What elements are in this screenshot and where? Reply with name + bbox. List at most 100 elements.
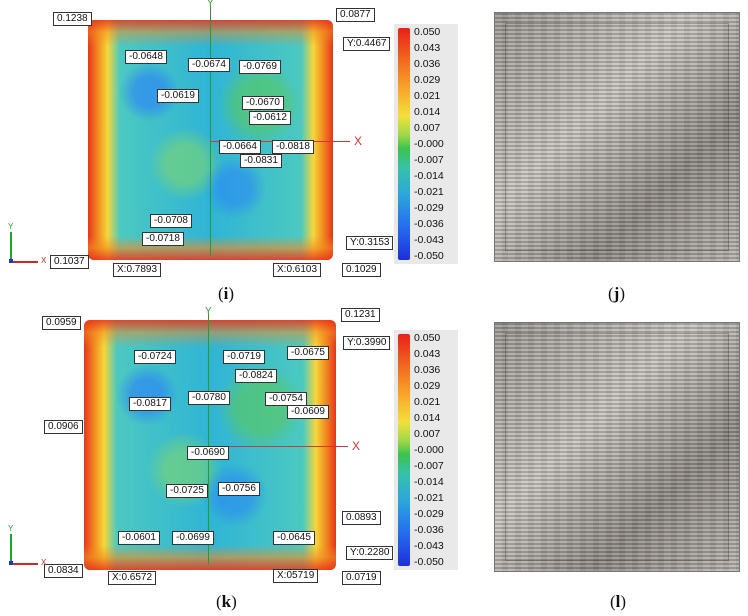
scale-tick: -0.036	[414, 524, 444, 536]
deviation-label: 0.0719	[342, 571, 381, 585]
triad-x-axis	[10, 563, 38, 565]
scale-tick: 0.021	[414, 396, 441, 408]
y-axis-label: Y	[205, 306, 212, 317]
scale-tick: -0.029	[414, 202, 444, 214]
deviation-label: -0.0719	[223, 350, 265, 364]
scale-tick: 0.021	[414, 90, 441, 102]
deviation-label: -0.0609	[287, 405, 329, 419]
deviation-label: -0.0670	[242, 96, 284, 110]
deviation-label: Y:0.4467	[343, 37, 391, 51]
caption-i: (i)	[218, 284, 235, 303]
deviation-label: 0.1037	[50, 255, 89, 269]
deviation-label: 0.0959	[42, 316, 81, 330]
deviation-label: Y:0.3990	[343, 336, 391, 350]
deviation-label: -0.0754	[265, 392, 307, 406]
scale-tick: 0.050	[414, 26, 441, 38]
triad-y-axis	[10, 534, 12, 564]
scale-tick: -0.000	[414, 444, 444, 456]
deviation-label: 0.1029	[342, 263, 381, 277]
deviation-label: 0.0834	[44, 564, 83, 578]
scale-tick: 0.036	[414, 58, 441, 70]
triad-y-label: Y	[8, 222, 14, 231]
scale-tick: 0.043	[414, 42, 441, 54]
deviation-label: -0.0818	[272, 140, 314, 154]
caption-l: (l)	[610, 592, 627, 611]
deviation-label: X:05719	[273, 569, 319, 583]
deviation-label: -0.0664	[219, 140, 261, 154]
scale-tick: -0.050	[414, 250, 444, 262]
scale-tick: -0.007	[414, 460, 444, 472]
triad-x-label: X	[41, 558, 47, 567]
deviation-label: X:0.7893	[113, 263, 162, 277]
triad-y-axis	[10, 232, 12, 262]
scale-tick: 0.029	[414, 74, 441, 86]
sample-photo-l	[494, 322, 740, 572]
deviation-label: -0.0674	[188, 58, 230, 72]
scale-tick: -0.021	[414, 492, 444, 504]
deviation-label: -0.0675	[287, 346, 329, 360]
scale-tick: 0.014	[414, 106, 441, 118]
deviation-label: -0.0708	[150, 214, 192, 228]
deviation-label: 0.0893	[342, 511, 381, 525]
deviation-label: -0.0817	[129, 397, 171, 411]
deviation-label: -0.0724	[134, 350, 176, 364]
scale-tick: -0.043	[414, 234, 444, 246]
scale-tick: 0.014	[414, 412, 441, 424]
triad-y-label: Y	[8, 524, 14, 533]
color-scale: 0.050 0.043 0.036 0.029 0.021 0.014 0.00…	[394, 330, 458, 570]
deviation-label: -0.0601	[118, 531, 160, 545]
deviation-label: -0.0780	[188, 391, 230, 405]
x-axis-label: X	[352, 439, 361, 453]
deviation-label: -0.0831	[240, 154, 282, 168]
scale-tick: 0.043	[414, 348, 441, 360]
triad-x-axis	[10, 261, 38, 263]
deviation-label: -0.0725	[166, 484, 208, 498]
scale-tick: -0.021	[414, 186, 444, 198]
scale-tick: 0.007	[414, 428, 441, 440]
caption-k: (k)	[216, 592, 237, 611]
caption-j: (j)	[608, 284, 626, 303]
triad-z-axis	[9, 259, 13, 263]
triad-x-label: X	[41, 256, 47, 265]
triad-z-axis	[9, 561, 13, 565]
deviation-label: X:0.6572	[108, 571, 157, 585]
deviation-label: 0.0906	[44, 420, 83, 434]
scale-tick: 0.007	[414, 122, 441, 134]
scale-tick: -0.050	[414, 556, 444, 568]
panel-k: Y X 0.0959 0.1231 Y:0.3990 -0.0724 -0.07…	[0, 306, 460, 588]
deviation-label: -0.0645	[273, 531, 315, 545]
deviation-label: 0.0877	[336, 8, 375, 22]
sample-photo-j	[494, 12, 740, 262]
scale-tick: -0.014	[414, 170, 444, 182]
y-axis-line	[210, 6, 211, 256]
scale-tick: -0.043	[414, 540, 444, 552]
deviation-label: 0.1231	[341, 308, 380, 322]
deviation-label: -0.0690	[187, 446, 229, 460]
deviation-label: -0.0718	[142, 232, 184, 246]
deviation-heatmap	[84, 320, 336, 570]
deviation-label: 0.1238	[53, 12, 92, 26]
x-axis-line	[208, 446, 348, 447]
scale-tick: -0.000	[414, 138, 444, 150]
y-axis-line	[208, 314, 209, 564]
deviation-label: -0.0824	[235, 369, 277, 383]
deviation-label: -0.0756	[218, 482, 260, 496]
deviation-label: X:0.6103	[273, 263, 322, 277]
scale-tick: -0.036	[414, 218, 444, 230]
deviation-label: Y:0.2280	[346, 546, 394, 560]
scale-tick: -0.014	[414, 476, 444, 488]
deviation-label: -0.0699	[172, 531, 214, 545]
scale-tick: 0.036	[414, 364, 441, 376]
y-axis-label: Y	[207, 0, 214, 9]
deviation-label: -0.0619	[157, 89, 199, 103]
scale-tick: 0.050	[414, 332, 441, 344]
scale-tick: -0.029	[414, 508, 444, 520]
x-axis-label: X	[354, 134, 363, 148]
deviation-label: -0.0648	[125, 50, 167, 64]
deviation-label: Y:0.3153	[346, 236, 394, 250]
scale-tick: -0.007	[414, 154, 444, 166]
deviation-label: -0.0769	[239, 60, 281, 74]
deviation-label: -0.0612	[249, 111, 291, 125]
panel-i: Y X 0.1238 0.0877 Y:0.4467 -0.0648 -0.06…	[0, 0, 460, 300]
color-scale: 0.050 0.043 0.036 0.029 0.021 0.014 0.00…	[394, 24, 458, 264]
